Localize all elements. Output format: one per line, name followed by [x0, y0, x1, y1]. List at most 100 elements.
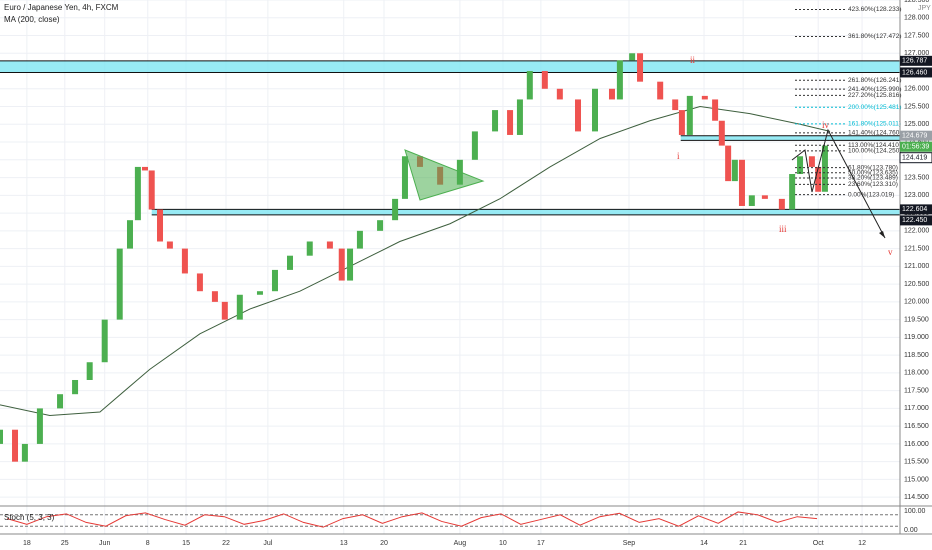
candle [725, 145, 732, 182]
price-tag [900, 67, 932, 78]
candle [338, 248, 345, 281]
y-tick-label: 121.500 [904, 245, 929, 252]
candle [166, 241, 173, 249]
y-tick-label: 119.500 [904, 316, 929, 323]
price-tag-label: 126.787 [902, 58, 927, 65]
y-tick-label: 114.500 [904, 494, 929, 501]
stoch-tick-label: 100.00 [904, 508, 926, 515]
fib-label: 200.00%(125.481) [848, 104, 902, 111]
candle [86, 362, 93, 380]
fib-label: 141.40%(124.760) [848, 130, 902, 137]
candle [516, 99, 523, 135]
candle [236, 294, 243, 320]
candle [126, 220, 133, 249]
candle [196, 273, 203, 292]
candle [116, 248, 123, 320]
candle [57, 394, 64, 409]
candle [608, 88, 615, 100]
candle [761, 195, 768, 199]
fib-label: 61.80%(123.780) [848, 164, 898, 171]
price-tag-label: 124.679 [902, 133, 927, 140]
y-tick-label: 118.500 [904, 352, 929, 359]
wave-projection [791, 128, 886, 239]
candle [326, 241, 333, 249]
fib-label: 161.80%(125.011) [848, 121, 901, 128]
y-tick-label: 125.000 [904, 121, 929, 128]
x-tick-label: 21 [739, 540, 747, 547]
candle [72, 379, 79, 395]
candle [507, 110, 514, 135]
candle [629, 53, 636, 61]
fib-label: 100.00%(124.250) [848, 148, 902, 155]
wave-label: ii [690, 55, 696, 65]
countdown-tag [900, 141, 932, 152]
candle [637, 53, 644, 82]
x-tick-label: 13 [340, 540, 348, 547]
candle [377, 220, 384, 231]
zone [151, 209, 900, 215]
fib-label: 113.00%(124.410) [848, 142, 901, 149]
y-tick-label: 123.500 [904, 174, 929, 181]
arrow-head [879, 231, 885, 238]
x-tick-label: 17 [537, 540, 545, 547]
candle [271, 269, 278, 292]
candle [256, 291, 263, 295]
y-tick-label: 127.500 [904, 32, 929, 39]
stoch-line [6, 511, 818, 528]
y-tick-label: 116.000 [904, 441, 929, 448]
price-tag-label: 122.604 [902, 206, 927, 213]
y-tick-label: 122.000 [904, 228, 929, 235]
y-tick-label: 127.000 [904, 50, 929, 57]
candle [141, 166, 148, 171]
indicator-label: MA (200, close) [4, 15, 60, 24]
candle [286, 255, 293, 270]
y-tick-label: 119.000 [904, 334, 929, 341]
candle [157, 209, 164, 242]
candle [134, 166, 141, 221]
candle [221, 301, 228, 320]
candle [492, 110, 499, 132]
triangle-pattern [404, 149, 485, 201]
candle [731, 159, 738, 182]
price-tag [900, 130, 932, 141]
stoch-label: Stoch (5, 3, 3) [4, 513, 55, 522]
fib-label: 423.60%(128.233) [848, 6, 902, 13]
candle [401, 156, 408, 199]
moving-average [0, 106, 831, 417]
zone [680, 135, 900, 141]
ma-layer [0, 106, 831, 417]
candle [12, 429, 19, 462]
candle [797, 156, 804, 175]
zone [0, 60, 900, 73]
y-tick-label: 118.000 [904, 370, 929, 377]
x-tick-label: 12 [858, 540, 866, 547]
zones [0, 60, 900, 216]
candle [672, 99, 679, 111]
candle [471, 131, 478, 160]
candle [211, 291, 218, 302]
y-tick-label: 128.000 [904, 15, 929, 22]
y-tick-label: 117.500 [904, 387, 929, 394]
candle [616, 60, 623, 100]
candle [712, 99, 719, 121]
x-tick-label: 18 [23, 540, 31, 547]
wave-label: iii [779, 224, 787, 234]
x-tick-label: 8 [146, 540, 150, 547]
wave-label: iv [822, 120, 830, 130]
price-tag [900, 55, 932, 66]
candle [815, 166, 822, 192]
fib-label: 361.80%(127.472) [848, 33, 902, 40]
chart-title: Euro / Japanese Yen, 4h, FXCM [4, 3, 119, 12]
candle [591, 88, 598, 132]
candle [808, 156, 815, 167]
fib-label: 38.20%(123.489) [848, 175, 898, 182]
y-tick-label: 125.500 [904, 103, 929, 110]
candle [718, 120, 725, 146]
candle [36, 408, 43, 444]
stoch-tick-label: 0.00 [904, 527, 918, 534]
price-tag-label: 122.450 [902, 217, 927, 224]
price-tag [900, 204, 932, 215]
x-tick-label: 14 [700, 540, 708, 547]
price-tag-label: 124.419 [902, 155, 927, 162]
candle [392, 198, 399, 221]
